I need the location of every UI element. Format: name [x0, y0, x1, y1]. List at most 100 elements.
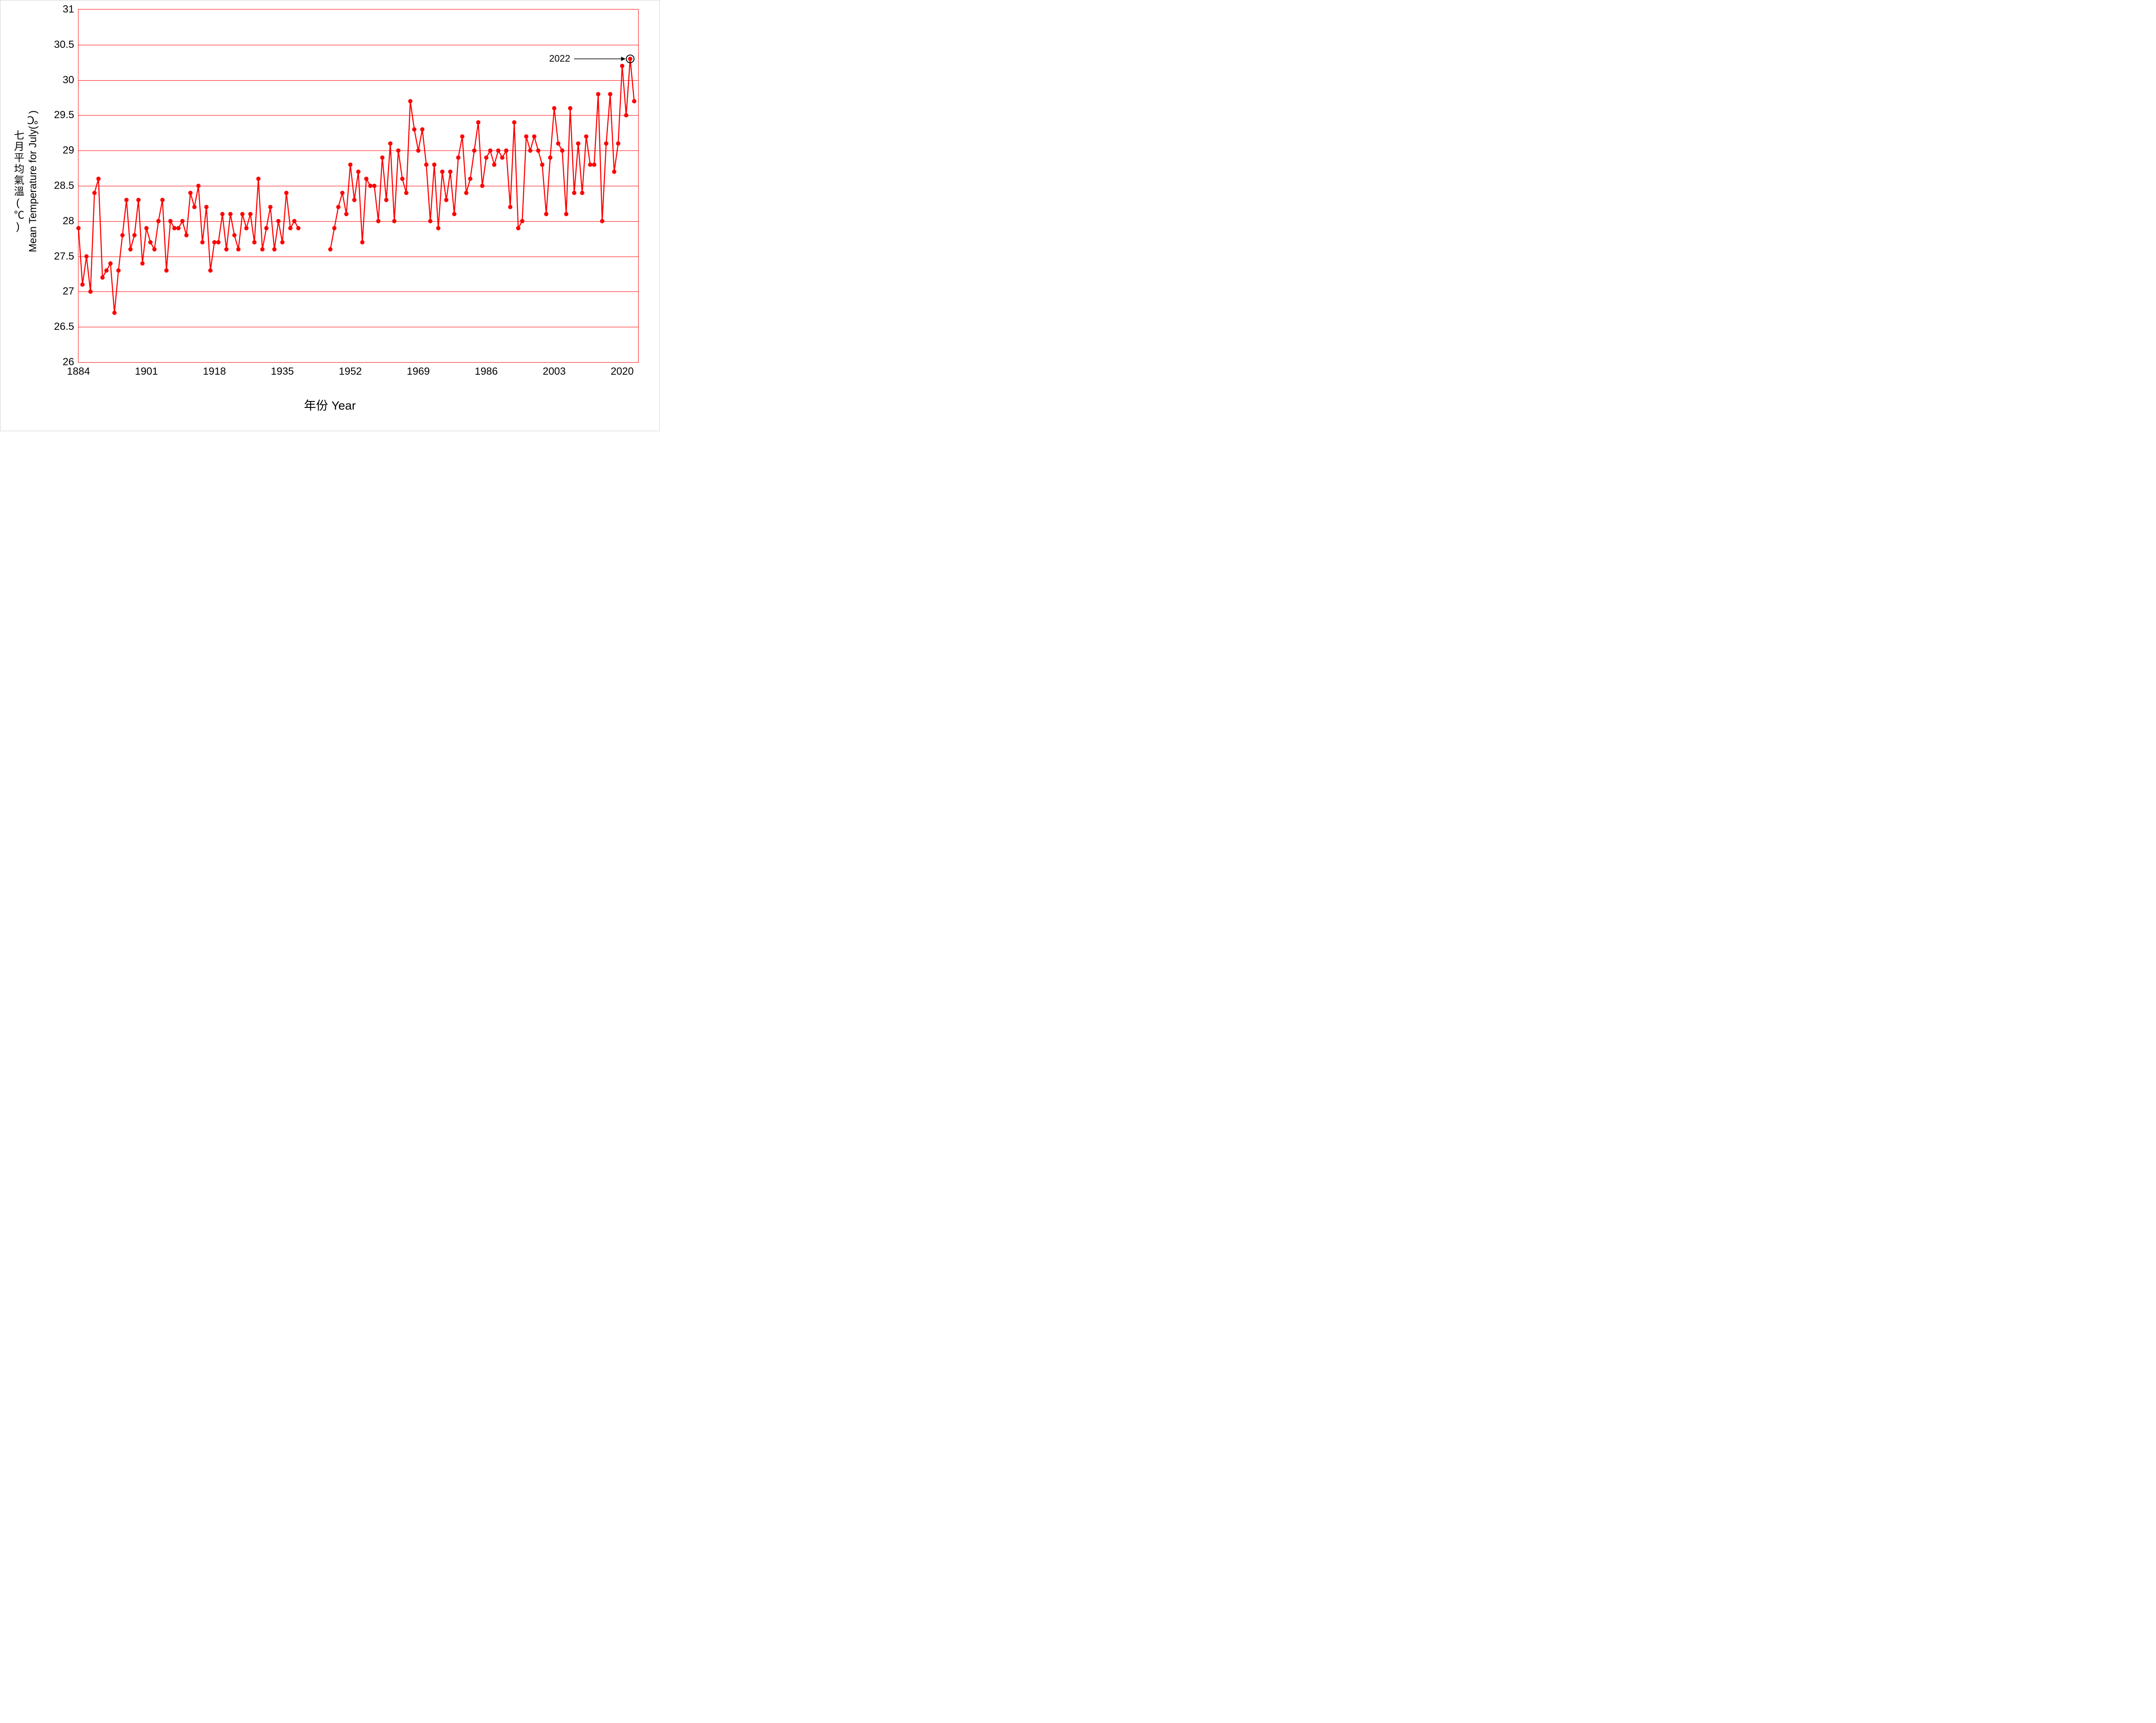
x-axis-label: 年份 Year: [0, 396, 659, 414]
series-marker: [356, 169, 360, 174]
series-marker: [200, 240, 204, 244]
series-marker: [456, 156, 461, 160]
x-tick-label: 1884: [67, 366, 90, 378]
series-marker: [532, 134, 536, 138]
gridline-h: [78, 150, 638, 151]
series-marker: [400, 177, 404, 181]
series-marker: [332, 226, 336, 230]
series-marker: [452, 212, 457, 216]
series-marker: [100, 276, 105, 280]
series-marker: [556, 141, 561, 146]
series-marker: [516, 226, 520, 230]
series-marker: [484, 156, 489, 160]
series-marker: [140, 261, 144, 266]
y-axis-label-group: 七月平均氣溫(℃) Mean Temperature for July(℃): [0, 0, 39, 363]
series-marker: [188, 191, 193, 195]
y-axis-label-en: Mean Temperature for July(℃): [27, 110, 39, 252]
series-marker: [336, 205, 341, 209]
y-tick-label: 28.5: [54, 180, 74, 192]
x-tick-label: 1969: [407, 366, 429, 378]
series-marker: [420, 127, 424, 132]
y-tick-label: 28: [63, 215, 74, 227]
series-marker: [112, 310, 116, 315]
series-marker: [328, 247, 332, 251]
series-marker: [344, 212, 348, 216]
series-marker: [500, 156, 505, 160]
series-marker: [632, 99, 636, 103]
series-marker: [296, 226, 301, 230]
chart-container: 七月平均氣溫(℃) Mean Temperature for July(℃) 2…: [0, 0, 660, 431]
series-marker: [380, 156, 385, 160]
series-marker: [460, 134, 464, 138]
gridline-h: [78, 80, 638, 81]
plot-area: 2626.52727.52828.52929.53030.53118841901…: [78, 9, 639, 363]
series-marker: [492, 163, 496, 167]
y-tick-label: 31: [63, 3, 74, 16]
series-marker: [184, 233, 188, 238]
series-marker: [440, 169, 445, 174]
series-marker: [604, 141, 608, 146]
y-tick-label: 27.5: [54, 251, 74, 263]
series-marker: [524, 134, 528, 138]
gridline-h: [78, 115, 638, 116]
x-tick-label: 1952: [339, 366, 362, 378]
series-marker: [284, 191, 288, 195]
series-marker: [164, 268, 169, 273]
x-tick-label: 2003: [543, 366, 566, 378]
series-marker: [228, 212, 232, 216]
series-marker: [348, 163, 352, 167]
series-marker: [408, 99, 413, 103]
y-tick-label: 30.5: [54, 39, 74, 51]
series-marker: [136, 198, 141, 202]
series-marker: [608, 92, 612, 96]
annotation-label: 2022: [549, 53, 570, 64]
y-tick-label: 26.5: [54, 321, 74, 333]
series-marker: [132, 233, 137, 238]
y-tick-label: 27: [63, 285, 74, 298]
series-marker: [176, 226, 181, 230]
series-marker: [92, 191, 97, 195]
x-tick-label: 1935: [271, 366, 294, 378]
series-marker: [512, 120, 517, 125]
x-tick-label: 1986: [475, 366, 498, 378]
series-marker: [432, 163, 436, 167]
series-marker: [572, 191, 577, 195]
y-axis-label-cn: 七月平均氣溫(℃): [10, 130, 25, 233]
series-marker: [256, 177, 260, 181]
series-marker: [268, 205, 273, 209]
series-marker: [128, 247, 133, 251]
gridline-h: [78, 221, 638, 222]
series-marker: [568, 106, 572, 110]
series-marker: [80, 282, 85, 287]
series-marker: [580, 191, 584, 195]
series-marker: [436, 226, 440, 230]
series-marker: [596, 92, 600, 96]
series-marker: [584, 134, 588, 138]
gridline-h: [78, 291, 638, 292]
series-marker: [116, 268, 121, 273]
series-marker: [360, 240, 364, 244]
series-marker: [144, 226, 149, 230]
series-marker: [476, 120, 480, 125]
series-marker: [260, 247, 264, 251]
series-marker: [540, 163, 544, 167]
series-marker: [232, 233, 237, 238]
series-marker: [464, 191, 468, 195]
series-marker: [280, 240, 285, 244]
series-marker: [612, 169, 616, 174]
series-marker: [152, 247, 157, 251]
x-tick-label: 1918: [203, 366, 226, 378]
y-tick-label: 30: [63, 74, 74, 86]
x-tick-label: 1901: [135, 366, 158, 378]
series-marker: [124, 198, 128, 202]
series-marker: [552, 106, 556, 110]
series-marker: [444, 198, 448, 202]
series-marker: [212, 240, 216, 244]
y-tick-label: 29.5: [54, 109, 74, 121]
series-marker: [576, 141, 580, 146]
series-marker: [208, 268, 213, 273]
series-marker: [544, 212, 548, 216]
x-tick-label: 2020: [611, 366, 633, 378]
series-marker: [224, 247, 229, 251]
series-marker: [108, 261, 113, 266]
